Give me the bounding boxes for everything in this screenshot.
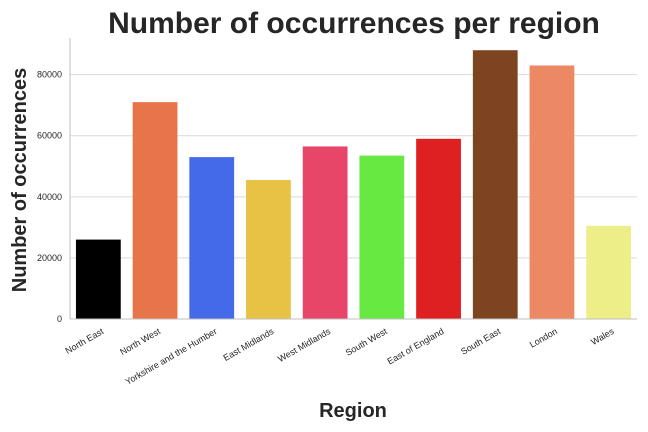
bar — [359, 155, 405, 319]
y-tick-label: 0 — [57, 314, 62, 324]
x-tick-label: North East — [64, 326, 106, 356]
x-tick-label: London — [528, 326, 559, 350]
chart-title: Number of occurrences per region — [108, 7, 600, 40]
bars — [75, 50, 632, 320]
x-tick-label: East Midlands — [221, 326, 275, 363]
bar — [132, 102, 178, 320]
y-axis-label: Number of occurrences — [9, 68, 31, 293]
x-tick-label: Wales — [589, 326, 616, 347]
bar — [246, 180, 291, 319]
x-tick-label: Yorkshire and the Humber — [123, 326, 218, 387]
bar — [416, 138, 461, 319]
bar — [586, 225, 632, 319]
y-tick-label: 20000 — [37, 253, 62, 263]
x-axis-label: Region — [319, 400, 387, 422]
y-tick-labels: 0 20000 40000 60000 80000 — [37, 70, 62, 324]
x-tick-label: West Midlands — [276, 326, 332, 364]
y-tick-label: 40000 — [37, 192, 62, 202]
x-tick-label: South West — [344, 326, 390, 358]
bar — [75, 239, 121, 319]
x-tick-label: North West — [118, 326, 162, 357]
y-tick-label: 80000 — [37, 70, 62, 80]
y-tick-label: 60000 — [37, 131, 62, 141]
bar — [302, 146, 348, 319]
bar — [189, 157, 235, 319]
bar — [529, 65, 575, 319]
bar — [472, 50, 518, 319]
x-tick-label: South East — [459, 326, 503, 357]
x-tick-label: East of England — [386, 326, 446, 366]
